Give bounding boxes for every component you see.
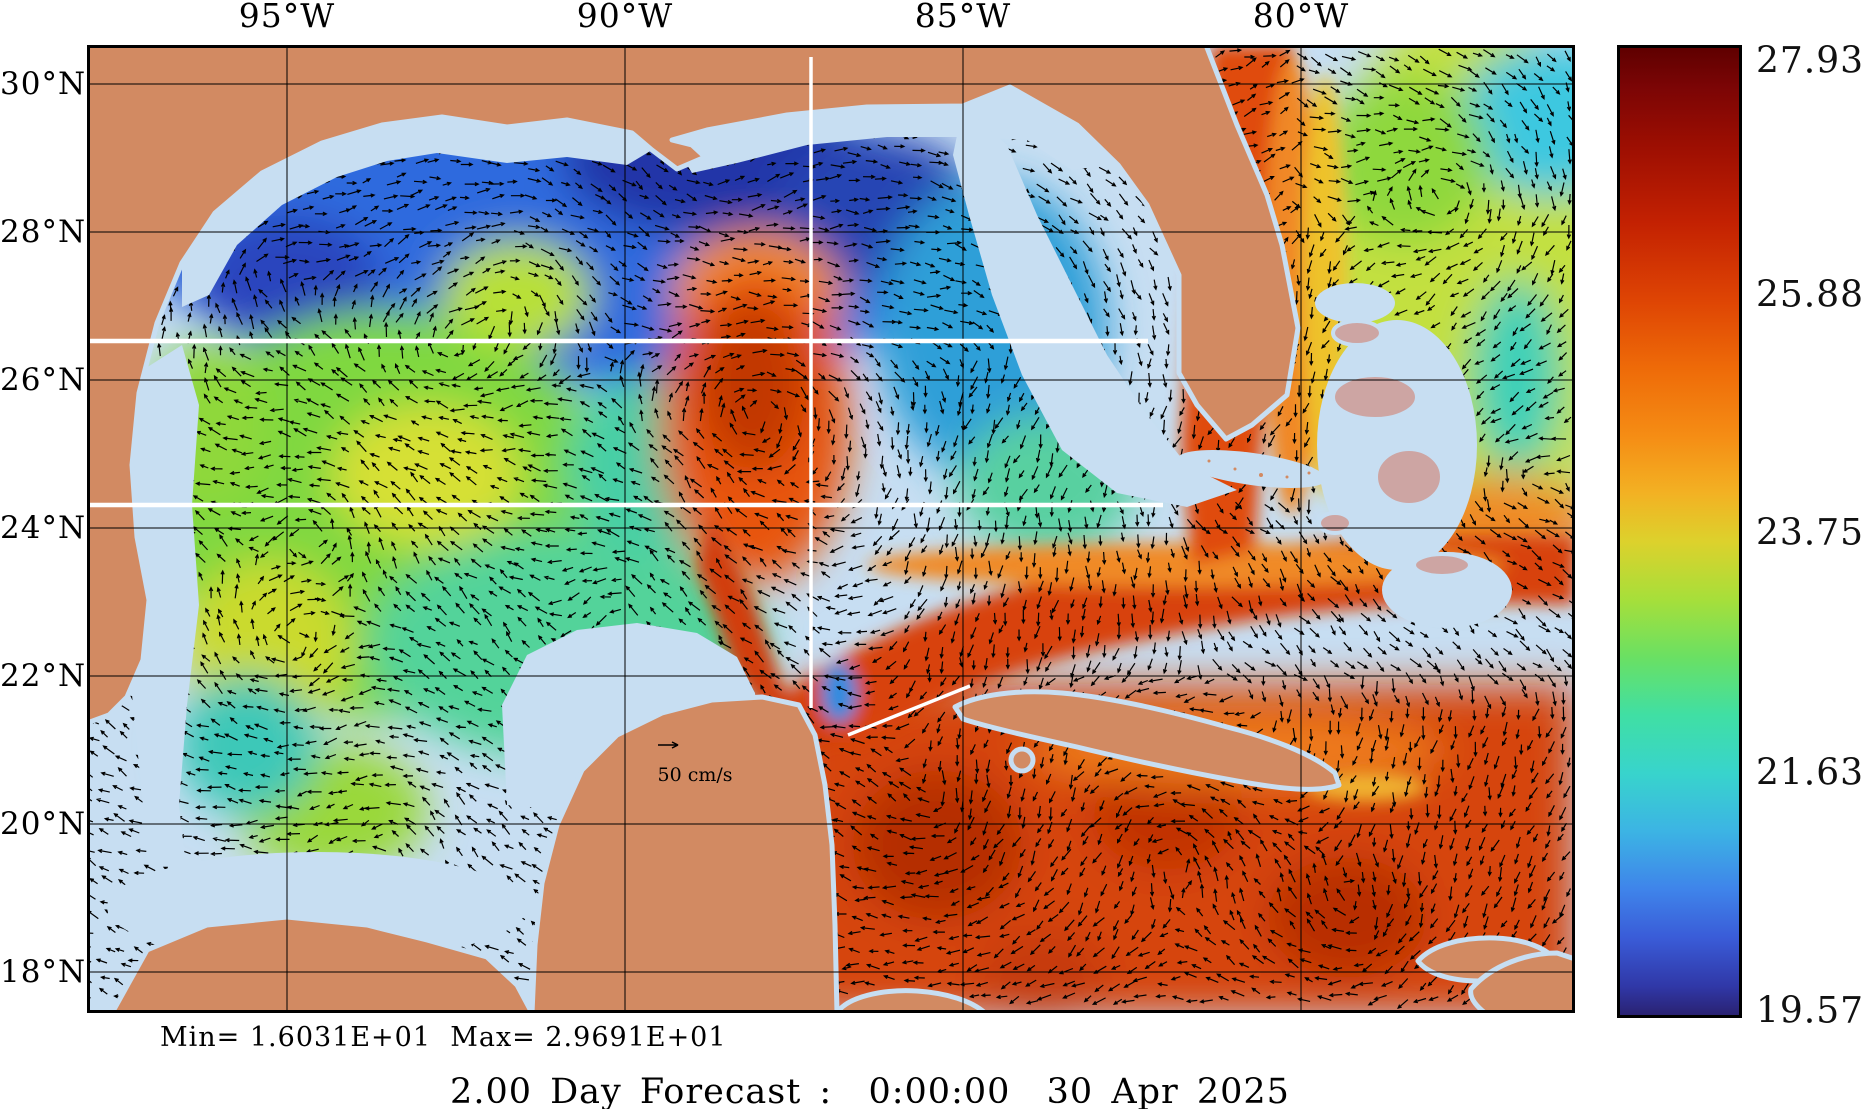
x-tick-85w: 85°W	[914, 0, 1012, 35]
vector-scale: 50 cm/s	[657, 741, 733, 786]
bahama-bank-patches	[1317, 319, 1472, 578]
colorbar	[1617, 45, 1742, 1018]
land-isle-of-youth	[1008, 746, 1036, 774]
x-tick-95w: 95°W	[238, 0, 336, 35]
colorbar-tick-4: 21.63	[1756, 752, 1865, 794]
figure-title: 2.00 Day Forecast : 0:00:00 30 Apr 2025	[450, 1072, 1290, 1109]
y-tick-22n: 22°N	[0, 658, 87, 694]
graticule-gridlines	[87, 45, 1575, 1013]
y-tick-24n: 24°N	[0, 510, 87, 546]
map-panel: 50 cm/s	[77, 5, 1647, 1020]
land-honduras	[834, 988, 988, 1016]
colorbar-tick-2: 25.88	[1756, 274, 1865, 316]
y-tick-30n: 30°N	[0, 66, 87, 102]
land-north-america	[84, 42, 1301, 726]
vector-scale-arrow-icon	[658, 741, 679, 749]
y-tick-28n: 28°N	[0, 214, 87, 250]
colorbar-tick-5: 19.57	[1756, 990, 1865, 1032]
colorbar-tick-3: 23.75	[1756, 512, 1865, 554]
transect-lines-meridional-diagonal	[809, 57, 971, 737]
land-mask	[84, 42, 1578, 1016]
land-florida-keys	[1202, 454, 1316, 484]
land-campeche-coast	[109, 914, 535, 1016]
land-yucatan	[529, 694, 840, 1016]
transect-lines-zonal	[89, 338, 1163, 508]
land-cuba	[952, 689, 1342, 792]
x-tick-80w: 80°W	[1252, 0, 1350, 35]
colorbar-tick-1: 27.93	[1756, 40, 1865, 82]
y-tick-18n: 18°N	[0, 954, 87, 990]
sst-current-map: 50 cm/s	[77, 5, 1647, 1020]
x-tick-90w: 90°W	[576, 0, 674, 35]
land-hispaniola	[1468, 950, 1578, 1016]
map-frame	[87, 45, 1575, 1013]
field-min-max: Min= 1.6031E+01 Max= 2.9691E+01	[160, 1022, 727, 1053]
y-tick-20n: 20°N	[0, 806, 87, 842]
vector-scale-label: 50 cm/s	[657, 764, 732, 786]
y-tick-26n: 26°N	[0, 362, 87, 398]
